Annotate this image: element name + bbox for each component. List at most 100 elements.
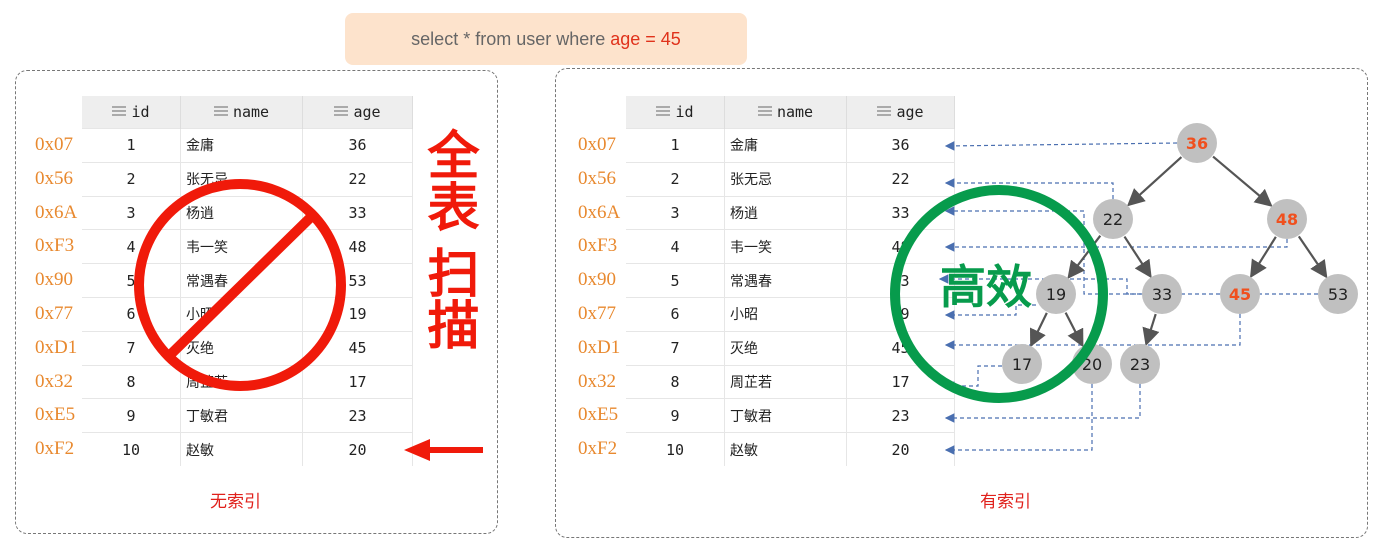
tree-node	[1036, 274, 1076, 314]
tree-node-label: 17	[1012, 355, 1032, 374]
cell-name: 韦一笑	[724, 229, 847, 264]
cell-age: 36	[846, 128, 955, 163]
table-row: 7 灭绝 45	[626, 330, 955, 366]
table-row: 10 赵敏 20	[82, 432, 413, 466]
cell-age: 48	[302, 229, 413, 264]
cell-age: 22	[302, 161, 413, 197]
table-row: 1 金庸 36	[82, 128, 413, 163]
prohibited-circle-icon	[134, 179, 346, 391]
cell-age: 20	[302, 432, 413, 466]
table-row: 2 张无忌 22	[626, 161, 955, 197]
cell-name: 赵敏	[180, 432, 303, 466]
row-pointer-link	[944, 239, 1288, 252]
row-pointer-link	[944, 141, 1178, 151]
row-address: 0xE5	[578, 404, 619, 426]
cell-age: 17	[302, 364, 413, 399]
cell-age: 36	[302, 128, 413, 163]
table-row: 6 小昭 19	[82, 296, 413, 332]
tree-node-label: 23	[1130, 355, 1150, 374]
tree-edge	[1064, 312, 1084, 348]
row-pointer-link	[944, 384, 1141, 423]
index-panel	[555, 68, 1368, 538]
column-header-name[interactable]: name	[724, 96, 847, 129]
column-icon	[877, 106, 892, 118]
cell-id: 4	[626, 229, 725, 264]
cell-id: 5	[626, 263, 725, 298]
cell-name: 周芷若	[724, 364, 847, 399]
tree-node	[1093, 199, 1133, 239]
cell-id: 10	[82, 432, 181, 466]
cell-id: 7	[626, 330, 725, 366]
column-header-name[interactable]: name	[180, 96, 303, 129]
sql-query-banner: select * from user where age = 45	[345, 13, 747, 65]
row-address: 0x07	[578, 134, 616, 155]
row-pointer-link	[944, 206, 1155, 295]
tree-node	[1318, 274, 1358, 314]
row-address: 0x77	[35, 303, 73, 324]
row-address: 0x32	[578, 370, 616, 392]
cell-id: 4	[82, 229, 181, 264]
tree-edge	[1249, 236, 1277, 279]
cell-name: 金庸	[180, 128, 303, 163]
column-header-age[interactable]: age	[846, 96, 955, 129]
table-row: 1 金庸 36	[626, 128, 955, 163]
column-icon	[757, 106, 772, 118]
row-address: 0xE5	[35, 404, 76, 426]
column-header-id[interactable]: id	[626, 96, 725, 129]
query-condition: age = 45	[610, 28, 681, 49]
cell-id: 5	[82, 263, 181, 298]
cell-id: 6	[82, 296, 181, 332]
row-address: 0xF3	[35, 235, 75, 257]
tree-node-label: 19	[1046, 285, 1066, 304]
row-address: 0x6A	[35, 201, 78, 223]
cell-id: 6	[626, 296, 725, 332]
cell-age: 23	[846, 398, 955, 433]
tree-edge	[1126, 156, 1183, 207]
column-header-id[interactable]: id	[82, 96, 181, 129]
tree-node	[1177, 123, 1217, 163]
table-row: 9 丁敏君 23	[626, 398, 955, 433]
cell-name: 丁敏君	[180, 398, 303, 433]
column-header-age[interactable]: age	[302, 96, 413, 129]
no-index-panel	[15, 70, 498, 534]
index-caption: 有索引	[980, 492, 1031, 512]
cell-name: 常遇春	[724, 263, 847, 298]
cell-id: 9	[82, 398, 181, 433]
tree-edge	[1297, 235, 1328, 279]
tree-node	[1267, 199, 1307, 239]
key-column-icon	[112, 106, 127, 118]
cell-id: 8	[626, 364, 725, 399]
key-column-icon	[656, 106, 671, 118]
cell-id: 3	[626, 195, 725, 230]
cell-age: 53	[302, 263, 413, 298]
tree-edge	[1212, 155, 1273, 207]
cell-age: 19	[302, 296, 413, 332]
row-pointer-link	[944, 178, 1114, 199]
tree-edge	[1142, 313, 1160, 347]
row-address: 0xF2	[578, 438, 618, 460]
user-table-right: id name age 1 金庸 36 2 张无忌 22 3 杨逍 33 4 韦一笑 48 5 常遇春 53 6 小昭…	[626, 96, 955, 466]
cell-id: 10	[626, 432, 725, 466]
tree-edge	[1123, 235, 1152, 279]
full-scan-stamp-line1: 全表	[418, 128, 478, 232]
cell-age: 20	[846, 432, 955, 466]
cell-name: 金庸	[724, 128, 847, 163]
efficient-circle	[890, 185, 1108, 403]
row-address: 0xD1	[578, 336, 621, 358]
cell-name: 张无忌	[724, 161, 847, 197]
row-address: 0x90	[578, 269, 616, 291]
tree-node	[1002, 344, 1042, 384]
tree-node-label: 33	[1152, 285, 1172, 304]
cell-id: 1	[626, 128, 725, 163]
tree-edge	[1029, 312, 1048, 348]
cell-age: 23	[302, 398, 413, 433]
tree-node-label: 45	[1229, 285, 1251, 304]
row-address: 0xF3	[578, 235, 618, 257]
column-icon	[213, 106, 228, 118]
cell-name: 丁敏君	[724, 398, 847, 433]
prohibited-slash	[164, 212, 316, 361]
cell-name: 杨逍	[724, 195, 847, 230]
row-address: 0xF2	[35, 438, 75, 460]
row-address: 0x77	[578, 303, 616, 324]
